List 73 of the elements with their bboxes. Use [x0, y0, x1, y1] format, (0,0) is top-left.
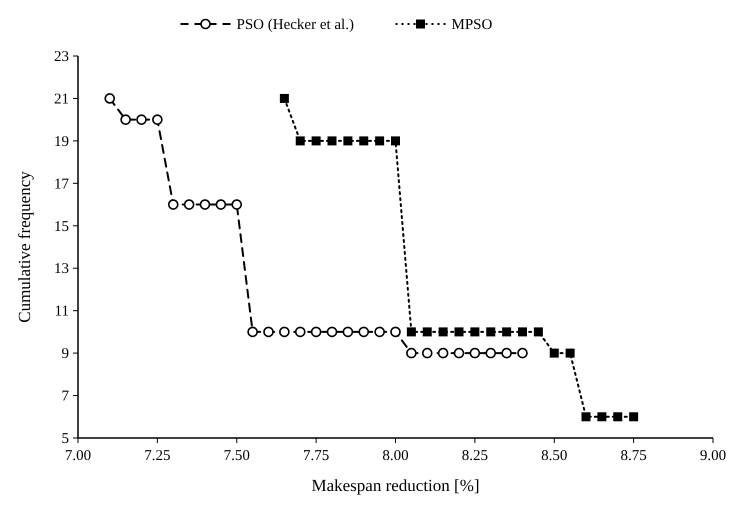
- point: [326, 326, 338, 338]
- point: [406, 348, 417, 358]
- point: [296, 136, 305, 146]
- y-tick-label: 23: [54, 49, 69, 65]
- point: [375, 136, 384, 146]
- x-tick-label: 7.50: [224, 448, 250, 464]
- x-tick-label: 8.50: [541, 448, 568, 464]
- point: [454, 327, 464, 336]
- x-tick-label: 8.00: [382, 448, 409, 464]
- point: [374, 326, 385, 338]
- point: [168, 199, 179, 210]
- point: [422, 348, 433, 358]
- point: [454, 348, 464, 358]
- point: [120, 114, 131, 125]
- point: [486, 327, 496, 336]
- point: [279, 326, 290, 338]
- point: [358, 326, 370, 338]
- point: [310, 326, 322, 338]
- point: [343, 136, 352, 146]
- y-tick-label: 19: [54, 134, 69, 150]
- legend-label: PSO (Hecker et al.): [236, 17, 354, 33]
- point: [518, 327, 527, 336]
- point: [312, 136, 321, 146]
- point: [550, 348, 559, 358]
- point: [470, 348, 480, 358]
- point: [200, 199, 210, 210]
- point: [582, 412, 590, 422]
- point: [485, 348, 496, 358]
- y-tick-label: 11: [54, 304, 69, 320]
- point: [470, 327, 480, 336]
- point: [104, 93, 116, 104]
- point: [597, 412, 606, 422]
- y-tick-label: 5: [62, 431, 69, 447]
- point: [613, 412, 622, 422]
- x-tick-label: 9.00: [700, 448, 726, 464]
- x-axis-title: Makespan reduction [%]: [311, 476, 480, 495]
- point: [629, 412, 638, 422]
- point: [247, 326, 258, 338]
- y-tick-label: 15: [54, 218, 69, 235]
- point: [391, 136, 400, 146]
- x-tick-label: 8.75: [620, 448, 647, 464]
- x-tick-label: 7.25: [144, 448, 170, 464]
- y-tick-label: 21: [54, 91, 69, 108]
- point: [280, 94, 289, 103]
- x-tick-label: 7.75: [303, 448, 330, 464]
- point: [501, 348, 512, 358]
- point: [566, 348, 575, 358]
- legend-label: MPSO: [452, 17, 493, 33]
- point: [438, 348, 448, 358]
- point: [502, 327, 512, 336]
- point: [263, 326, 274, 338]
- point: [359, 136, 368, 146]
- point: [534, 327, 543, 336]
- point: [152, 114, 163, 125]
- y-tick-label: 13: [54, 261, 69, 278]
- y-tick-label: 17: [54, 176, 70, 192]
- x-tick-label: 7.00: [64, 448, 92, 464]
- point: [328, 136, 336, 146]
- point: [231, 199, 242, 210]
- y-tick-label: 9: [62, 346, 69, 362]
- point: [184, 199, 194, 210]
- point: [517, 348, 528, 358]
- point: [406, 327, 416, 336]
- point: [136, 114, 147, 125]
- point: [294, 326, 306, 338]
- point: [216, 199, 226, 210]
- point: [422, 327, 432, 336]
- point: [390, 326, 401, 338]
- point: [342, 326, 354, 338]
- x-tick-label: 8.25: [462, 448, 488, 464]
- y-tick-label: 7: [62, 388, 70, 405]
- y-axis-title: Cumulative frequency: [15, 170, 34, 323]
- point: [438, 327, 448, 336]
